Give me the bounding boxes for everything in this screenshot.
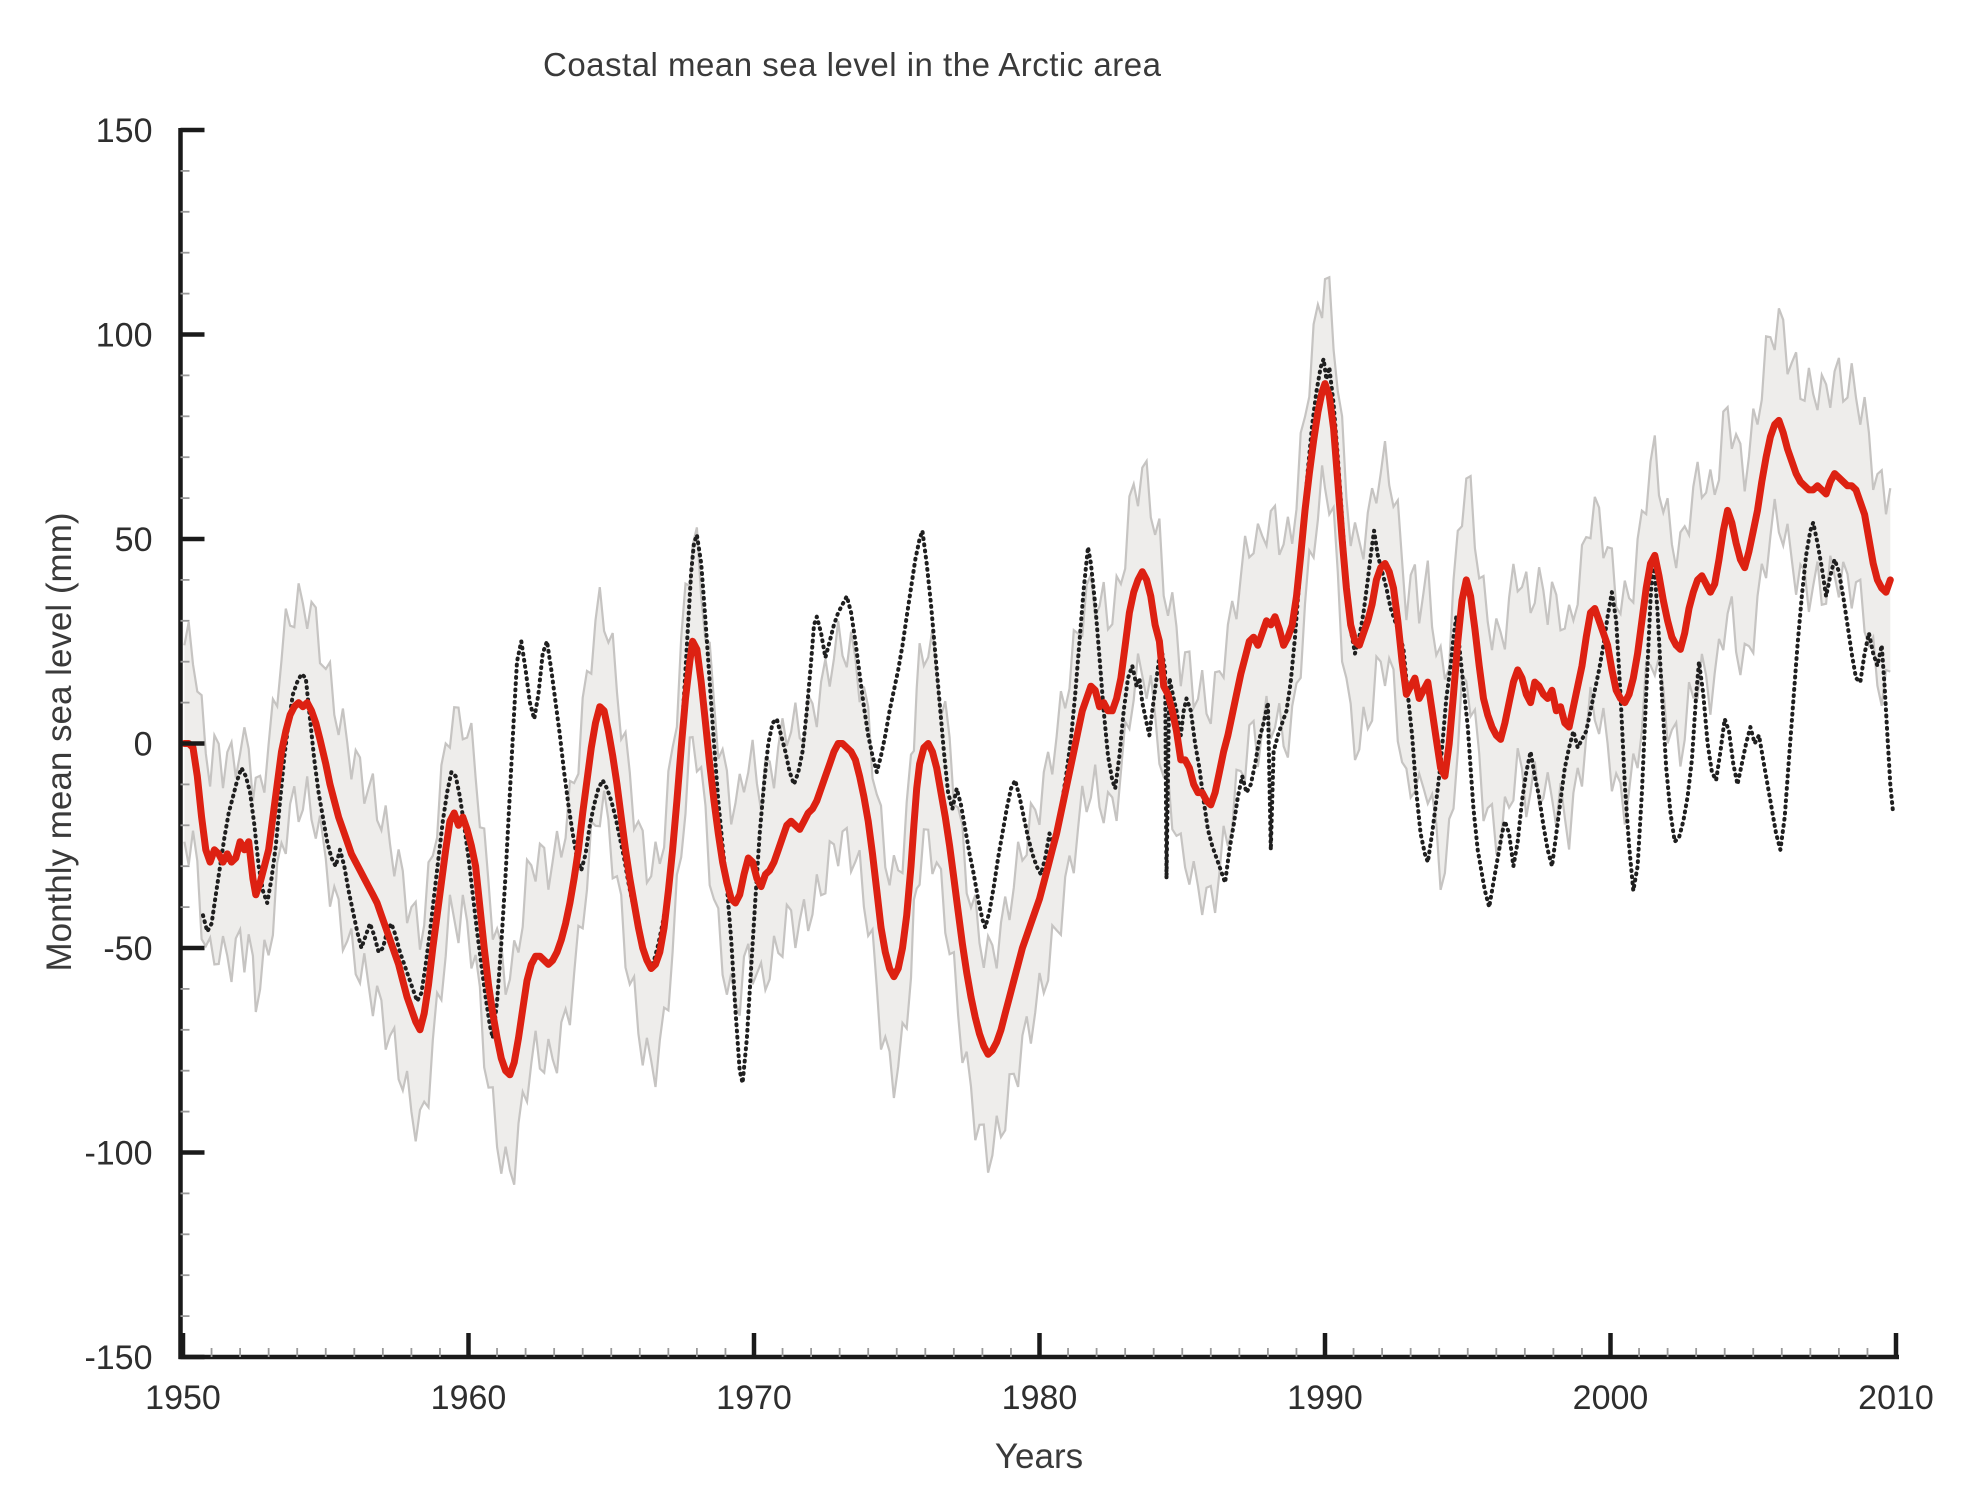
x-tick-label: 2010	[1858, 1379, 1934, 1417]
y-tick-label: 0	[134, 726, 153, 764]
band-fill	[184, 277, 1891, 1185]
y-tick-label: -150	[84, 1339, 152, 1377]
x-tick-label: 1970	[716, 1379, 792, 1417]
tick-labels: 1950 1960 1970 1980 1990 2000 2010 -150 -100 -50 0…	[84, 112, 1933, 1417]
smoothed-mean-sea-level-line	[180, 380, 1894, 1079]
tick-marks	[180, 127, 1899, 1360]
x-tick-label: 1980	[1002, 1379, 1078, 1417]
y-tick-label: 150	[96, 112, 153, 150]
red-solid-polyline	[180, 380, 1894, 1079]
x-axis-label: Years	[994, 1437, 1084, 1476]
band-upper-edge	[183, 275, 1892, 995]
y-tick-label: -100	[84, 1135, 152, 1173]
band-lower-edge	[183, 465, 1891, 1186]
x-tick-label: 2000	[1573, 1379, 1649, 1417]
y-tick-label: 100	[96, 317, 153, 355]
uncertainty-band	[183, 275, 1892, 1186]
x-tick-label: 1950	[145, 1379, 221, 1417]
x-tick-label: 1990	[1287, 1379, 1363, 1417]
chart-title: Coastal mean sea level in the Arctic are…	[543, 46, 1162, 83]
y-tick-label: -50	[103, 930, 152, 968]
x-tick-label: 1960	[431, 1379, 507, 1417]
y-tick-label: 50	[115, 521, 153, 559]
